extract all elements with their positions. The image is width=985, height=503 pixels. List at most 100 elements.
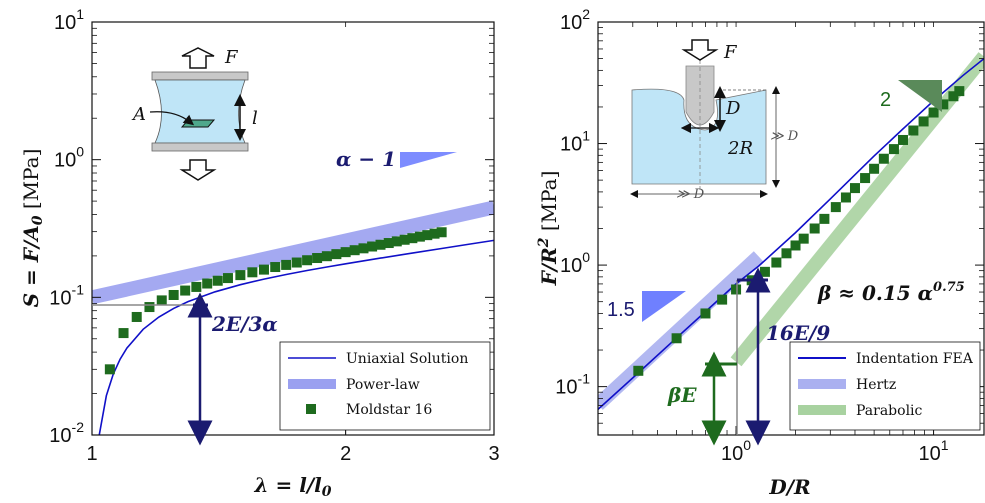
left-scatter-point	[235, 270, 246, 281]
bottom-plate	[151, 142, 249, 152]
left-scatter-point	[191, 281, 202, 292]
beta-relation-exp: 0.75	[933, 280, 965, 295]
right-xtick-label: 101	[919, 437, 949, 465]
left-scatter-point	[436, 227, 447, 238]
left-scatter-point	[331, 249, 342, 260]
right-scatter-point	[790, 240, 801, 251]
left-scatter-point	[383, 238, 394, 249]
right-inset-gg-D2: ≫ D	[770, 129, 799, 144]
right-scatter-point	[869, 163, 880, 174]
left-chart: 10-2 10-1 100 101 1 2 3 S = F/A0 [MPa] λ = l/l…	[19, 6, 500, 500]
left-scatter-point	[375, 239, 386, 250]
indentation-inset: F D 2R ≫ D ≫ D	[630, 39, 799, 202]
left-inset-A: A	[131, 104, 146, 125]
right-scatter-point	[809, 223, 820, 234]
right-scatter-point	[948, 91, 959, 102]
right-scatter-point	[671, 333, 682, 344]
left-scatter-point	[340, 247, 351, 258]
specimen	[154, 79, 246, 144]
left-scatter-point	[247, 267, 258, 278]
left-scatter-point	[349, 245, 360, 256]
left-inset-l: l	[252, 108, 258, 129]
right-scatter-point	[731, 284, 742, 295]
left-scatter-point	[407, 233, 418, 244]
right-scatter-point	[771, 257, 782, 268]
left-slope-triangle	[400, 152, 457, 168]
right-scatter-point	[798, 233, 809, 244]
left-axes-frame	[91, 21, 495, 436]
left-scatter-point	[104, 364, 115, 375]
left-xtick-label: 1	[86, 443, 97, 465]
legend-label-fea: Indentation FEA	[856, 351, 974, 367]
left-slope-label: α − 1	[336, 147, 396, 171]
right-scatter-point	[759, 266, 770, 277]
indenter-arrow-icon	[681, 39, 719, 61]
left-xtick-label: 2	[340, 443, 351, 465]
legend-label-moldstar: Moldstar 16	[346, 402, 432, 418]
left-xtick-label: 3	[488, 443, 499, 465]
right-ytick-label: 101	[560, 128, 590, 156]
left-ytick-label: 101	[54, 6, 84, 34]
arrow-down-icon	[179, 159, 217, 181]
left-scatter-point	[358, 243, 369, 254]
left-scatter-point	[312, 253, 323, 264]
right-scatter-point	[918, 116, 929, 127]
right-xlabel: D/R	[768, 475, 810, 499]
right-chart: 10-1 100 101 102 100 101 F/R2 [MPa] D/R F D 2…	[536, 6, 985, 499]
right-inset-F: F	[723, 42, 738, 63]
right-scatter-point	[830, 202, 841, 213]
right-xtick-label: 100	[721, 437, 751, 465]
right-ytick-label: 100	[560, 249, 590, 277]
right-ticks: 10-1 100 101 102 100 101	[555, 6, 984, 465]
right-scatter-point	[819, 213, 830, 224]
legend-label-parabolic: Parabolic	[856, 403, 923, 419]
legend-label-uniaxial: Uniaxial Solution	[346, 351, 468, 367]
hertz-slope-triangle	[642, 291, 686, 322]
left-scatter-point	[391, 236, 402, 247]
right-scatter-point	[860, 173, 871, 184]
right-scatter-point	[888, 144, 899, 155]
right-scatter-point	[633, 365, 644, 376]
right-scatter-point	[908, 125, 919, 136]
left-scatter-point	[281, 259, 292, 270]
left-ticks: 10-2 10-1 100 101 1 2 3	[49, 6, 499, 465]
left-ylabel: S = F/A0 [MPa]	[19, 149, 46, 308]
left-scatter-point	[131, 311, 142, 322]
uniaxial-inset: F A l	[131, 47, 258, 181]
left-scatter-point	[144, 302, 155, 313]
left-scatter-point	[258, 264, 269, 275]
right-scatter-point	[849, 183, 860, 194]
left-modulus-label: 2E/3α	[211, 312, 278, 336]
right-inset-D: D	[725, 98, 741, 119]
right-band-hertz	[598, 251, 764, 410]
right-scatter-point	[878, 153, 889, 164]
left-scatter-point	[270, 262, 281, 273]
right-inset-2R: 2R	[727, 138, 753, 159]
right-scatter-point	[840, 192, 851, 203]
left-scatter-point	[422, 230, 433, 241]
left-ytick-label: 100	[54, 144, 84, 172]
legend-swatch-moldstar	[306, 404, 316, 414]
cross-section	[180, 119, 216, 128]
left-scatter-point	[212, 275, 223, 286]
left-scatter-point	[222, 273, 233, 284]
beta-relation: β ≈ 0.15 α0.75	[817, 280, 965, 305]
right-scatter-point	[717, 294, 728, 305]
hertz-slope-label: 1.5	[607, 299, 635, 321]
legend-label-powerlaw: Power-law	[346, 377, 420, 393]
left-legend: Uniaxial Solution Power-law Moldstar 16	[279, 341, 491, 431]
right-scatter-point	[700, 308, 711, 319]
right-scatter-point	[897, 134, 908, 145]
right-ylabel: F/R2 [MPa]	[536, 171, 561, 287]
area-pointer	[149, 111, 195, 126]
right-ytick-label: 10-1	[555, 371, 590, 399]
left-scatter-point	[321, 251, 332, 262]
left-band-power-law	[92, 200, 494, 305]
right-modulus-label: 16E/9	[766, 321, 830, 345]
left-scatter-point	[429, 228, 440, 239]
right-scatter-point	[954, 86, 965, 97]
left-scatter-point	[414, 231, 425, 242]
beta-label: βE	[667, 383, 697, 407]
left-scatter-point	[202, 278, 213, 289]
